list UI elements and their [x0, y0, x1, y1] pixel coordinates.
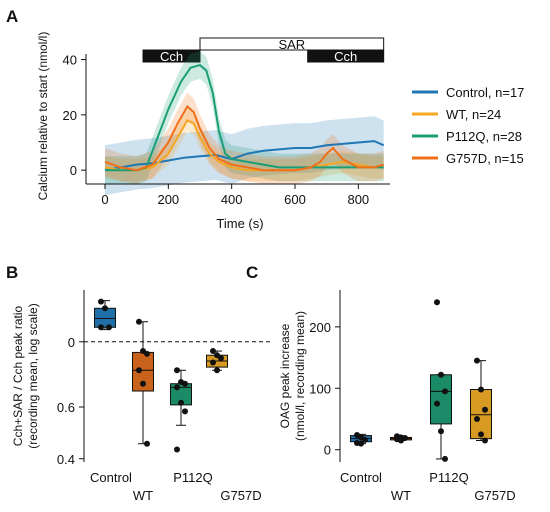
legend: Control, n=17 WT, n=24 P112Q, n=28 G757D, n…	[412, 85, 524, 166]
y-tick-label: 0.6	[57, 400, 75, 415]
point-control_box	[362, 436, 368, 443]
category-labels: Control WT P112Q G757D	[340, 470, 516, 503]
legend-label-p112q: P112Q, n=28	[446, 129, 522, 144]
point-p112q_box	[442, 455, 448, 462]
point-wt_box	[144, 350, 150, 357]
box-g757d_box	[470, 389, 492, 440]
point-control_box	[358, 440, 364, 447]
legend-label-wt: WT, n=24	[446, 107, 501, 122]
line-wt	[104, 119, 384, 172]
band-wt	[105, 109, 384, 182]
y-ticks: 0 100 200	[309, 320, 340, 458]
x-tick-label: 800	[347, 192, 369, 207]
stimulus-bar	[199, 37, 385, 51]
band-g757d	[105, 92, 384, 184]
point-g757d_box	[210, 348, 216, 355]
point-p112q_box	[182, 380, 188, 387]
box-p112q_box	[430, 374, 452, 425]
boxes	[350, 299, 492, 462]
point-g757d_box	[474, 357, 480, 364]
point-p112q_box	[178, 399, 184, 406]
line-g757d	[104, 105, 384, 172]
y-tick-label: 0	[324, 443, 331, 458]
category-label-wt_box: WT	[133, 488, 153, 503]
series-lines	[104, 63, 385, 172]
y-ticks: 0.4 0.6 0	[57, 335, 84, 467]
y-axis-label-line2: (recording mean, log scale)	[26, 303, 40, 448]
x-axis-label: Time (s)	[216, 216, 263, 231]
category-label-g757d_box: G757D	[220, 488, 261, 503]
stimulus-label: SAR	[278, 37, 305, 52]
panel-letter-c: C	[246, 263, 258, 282]
y-axis-label: Calcium relative to start (nmol/l)	[36, 32, 50, 201]
y-tick-label: 20	[63, 108, 77, 123]
x-ticks: 0 200 400 600 800	[101, 184, 369, 207]
category-label-control_box: Control	[340, 470, 382, 485]
panel-letter-b: B	[6, 263, 18, 282]
y-tick-label: 100	[309, 381, 331, 396]
y-tick-label: 0	[68, 335, 75, 350]
point-g757d_box	[478, 386, 484, 393]
point-p112q_box	[438, 428, 444, 435]
x-tick-label: 600	[284, 192, 306, 207]
point-p112q_box	[434, 400, 440, 407]
y-tick-label: 0.4	[57, 452, 75, 467]
point-p112q_box	[174, 367, 180, 374]
point-control_box	[106, 324, 112, 331]
category-label-g757d_box: G757D	[474, 488, 515, 503]
legend-label-control: Control, n=17	[446, 85, 524, 100]
point-g757d_box	[482, 406, 488, 413]
point-p112q_box	[174, 384, 180, 391]
point-g757d_box	[478, 431, 484, 438]
point-p112q_box	[438, 371, 444, 378]
point-p112q_box	[174, 446, 180, 453]
category-label-p112q_box: P112Q	[429, 470, 469, 485]
point-g757d_box	[214, 367, 220, 374]
point-wt_box	[398, 437, 404, 444]
x-tick-label: 400	[221, 192, 243, 207]
y-tick-label: 0	[70, 163, 77, 178]
panel-c-box-plot: 0 100 200 Control WT P112Q G757D OAG peak inc…	[278, 290, 516, 503]
x-tick-label: 200	[157, 192, 179, 207]
point-g757d_box	[474, 416, 480, 422]
stimulus-bar	[142, 49, 201, 63]
stimulus-label: Cch	[334, 49, 357, 64]
line-p112q	[105, 63, 384, 172]
category-label-control_box: Control	[90, 470, 132, 485]
y-axis-label-line1: Cch+SAR / Cch peak ratio	[11, 305, 25, 446]
x-tick-label: 0	[101, 192, 108, 207]
point-control_box	[102, 305, 108, 312]
panel-a-line-chart: Cch SAR Cch 0 200 400 600 800 0 20 40 Time (s) C…	[36, 32, 524, 231]
y-tick-label: 200	[309, 320, 331, 335]
point-p112q_box	[442, 388, 448, 395]
category-label-p112q_box: P112Q	[173, 470, 213, 485]
point-wt_box	[136, 318, 142, 325]
legend-label-g757d: G757D, n=15	[446, 151, 524, 166]
point-wt_box	[144, 440, 150, 447]
stimulus-label: Cch	[160, 49, 183, 64]
point-g757d_box	[218, 355, 224, 362]
point-p112q_box	[182, 408, 188, 415]
point-control_box	[98, 298, 104, 305]
point-wt_box	[140, 380, 146, 387]
confidence-bands	[105, 51, 384, 196]
category-label-wt_box: WT	[391, 488, 411, 503]
point-p112q_box	[434, 299, 440, 306]
stimulus-bar	[307, 49, 385, 63]
point-g757d_box	[210, 359, 216, 366]
band-p112q	[105, 51, 384, 185]
point-g757d_box	[482, 437, 488, 444]
panel-letter-a: A	[6, 7, 18, 26]
y-tick-label: 40	[63, 53, 77, 68]
boxes	[94, 298, 228, 453]
point-control_box	[98, 324, 104, 331]
y-axis-label-line2: (nmol/l, recording mean)	[293, 311, 307, 441]
y-axis-label-line1: OAG peak increase	[278, 323, 292, 428]
y-ticks: 0 20 40	[63, 53, 86, 178]
stimulus-bars: Cch SAR Cch	[142, 37, 385, 64]
point-wt_box	[136, 367, 142, 374]
